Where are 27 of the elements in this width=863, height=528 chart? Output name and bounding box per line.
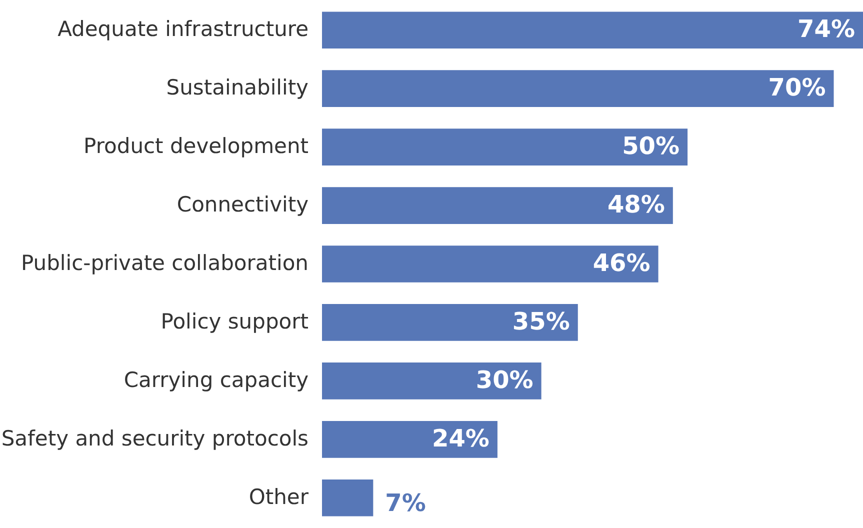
y-tick-label: Adequate infrastructure [58,17,308,42]
data-label: 70% [768,74,826,102]
bar [322,70,834,108]
y-tick-label: Carrying capacity [124,368,308,392]
bar [322,246,658,282]
y-tick-label: Safety and security protocols [1,426,308,450]
bar [322,304,578,341]
data-label: 24% [432,424,490,452]
y-tick-label: Product development [84,134,308,158]
bar [322,12,863,49]
y-tick-label: Connectivity [176,192,308,217]
data-label: 50% [622,132,680,160]
data-label: 74% [798,15,855,44]
bar [322,420,498,458]
data-label: 35% [512,307,570,336]
bar [322,362,542,400]
bar [322,187,673,224]
data-label: 48% [607,190,665,219]
y-tick-label: Other [248,484,309,509]
bar [322,128,688,166]
y-tick-label: Public-private collaboration [21,251,308,275]
bar [322,479,374,516]
y-tick-label: Policy support [160,309,308,334]
data-label: 46% [592,249,650,277]
data-label: 30% [476,366,534,394]
y-tick-label: Sustainability [166,76,308,100]
data-label: 7% [385,488,426,517]
